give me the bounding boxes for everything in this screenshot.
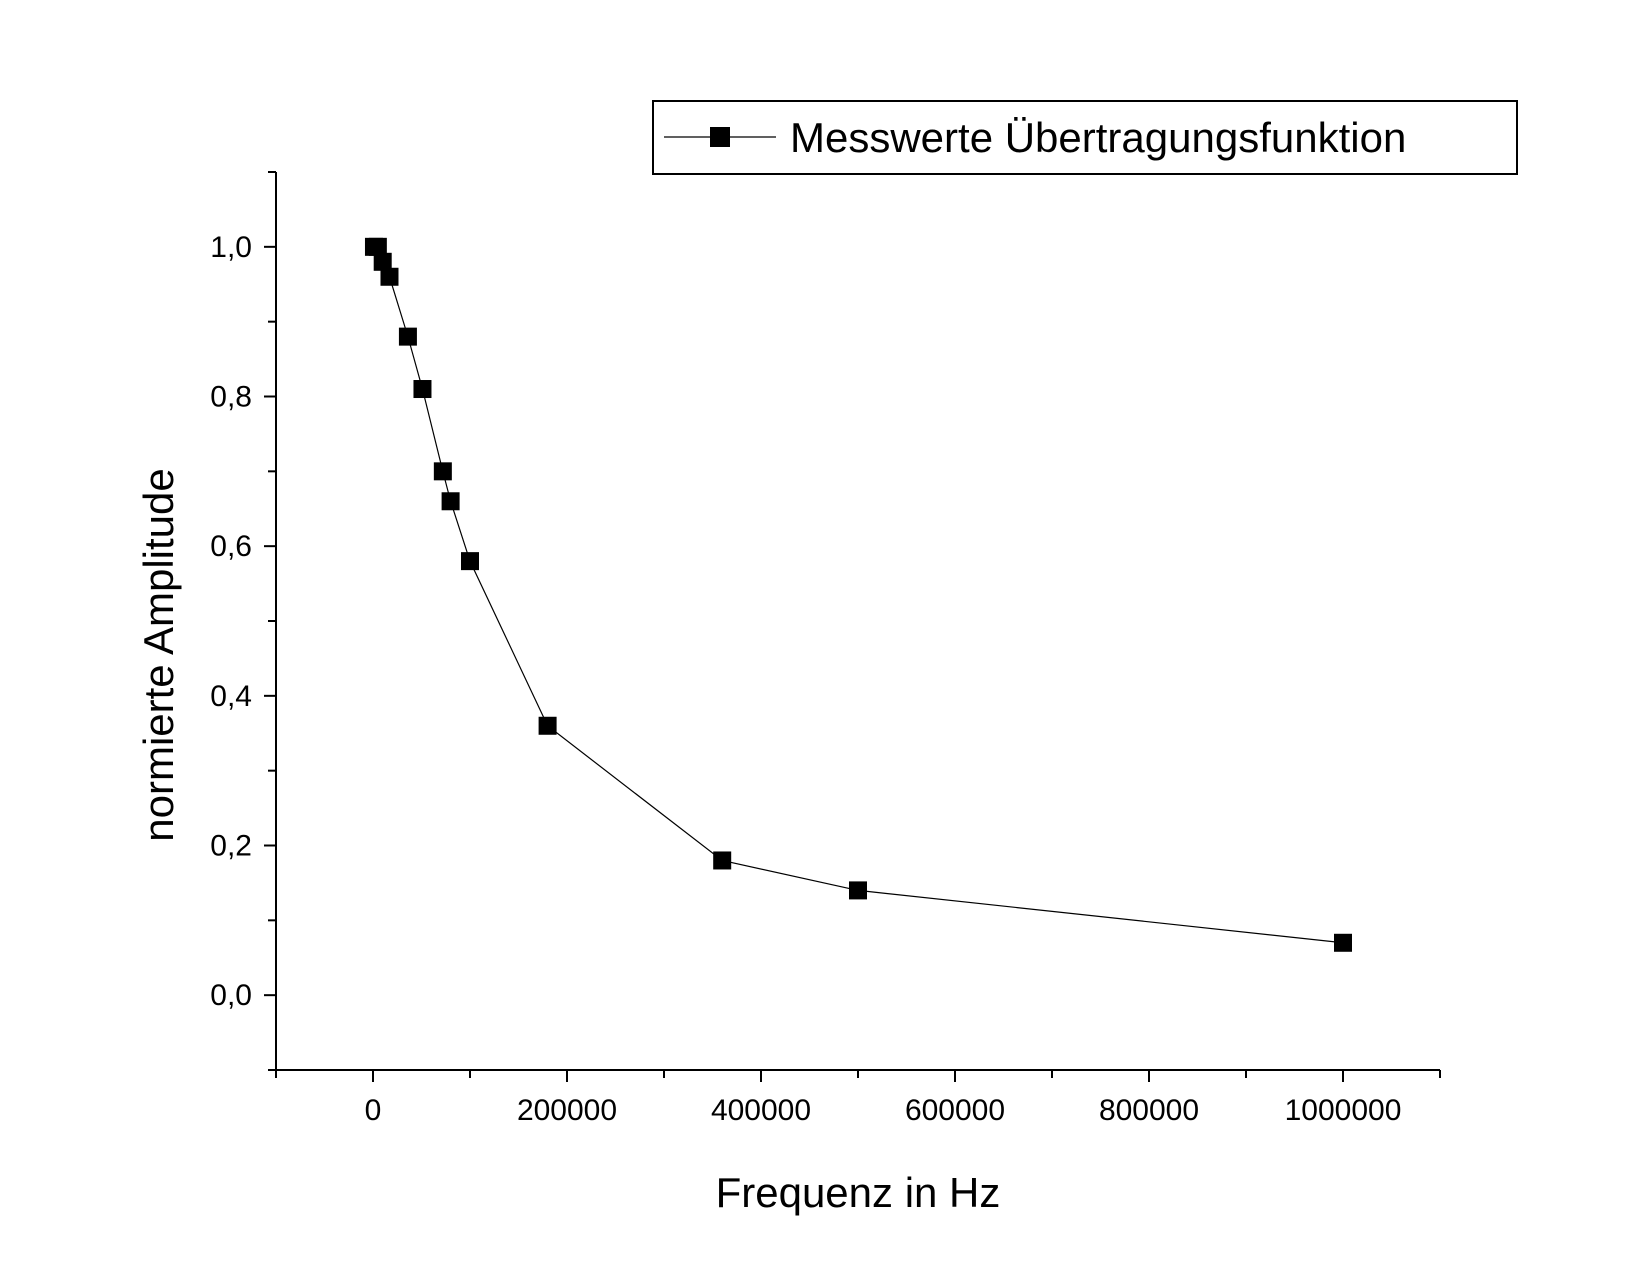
x-tick-label: 800000 xyxy=(1099,1094,1199,1127)
data-point xyxy=(713,851,732,870)
x-tick-label: 200000 xyxy=(517,1094,617,1127)
data-point xyxy=(441,492,460,511)
series-layer xyxy=(364,237,1352,952)
legend: Messwerte Übertragungsfunktion xyxy=(652,100,1518,175)
x-tick-label: 600000 xyxy=(905,1094,1005,1127)
data-point xyxy=(433,462,452,481)
data-point xyxy=(538,716,557,735)
series-line xyxy=(373,246,1344,944)
y-tick-label: 1,0 xyxy=(210,231,252,264)
y-tick-label: 0,2 xyxy=(210,830,252,863)
x-tick-label: 1000000 xyxy=(1285,1094,1402,1127)
x-tick-label: 0 xyxy=(365,1094,382,1127)
y-axis-title: normierte Amplitude xyxy=(135,468,182,842)
y-tick-label: 0,0 xyxy=(210,979,252,1012)
data-point xyxy=(398,327,417,346)
x-tick-label: 400000 xyxy=(711,1094,811,1127)
data-point xyxy=(1334,933,1352,952)
legend-marker xyxy=(710,127,730,147)
legend-box xyxy=(652,100,1518,175)
data-point xyxy=(368,237,387,256)
data-point xyxy=(413,380,432,399)
axes: 0 200000 400000 600000 800000 1000000 0,0 0,2 0,… xyxy=(210,171,1441,1127)
data-point xyxy=(380,267,399,286)
data-point xyxy=(849,881,867,900)
x-axis-title: Frequenz in Hz xyxy=(716,1169,1001,1216)
y-tick-label: 0,8 xyxy=(210,381,252,414)
data-point xyxy=(461,552,479,571)
y-tick-label: 0,6 xyxy=(210,530,252,563)
legend-label: Messwerte Übertragungsfunktion xyxy=(790,114,1406,161)
y-tick-label: 0,4 xyxy=(210,680,252,713)
data-point xyxy=(373,252,392,271)
